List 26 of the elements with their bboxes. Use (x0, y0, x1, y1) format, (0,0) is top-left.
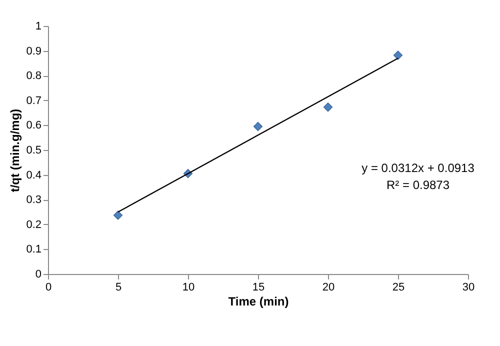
annotation: y = 0.0312x + 0.0913 (362, 161, 475, 175)
y-axis-title: t/qt (min.g/mg) (8, 108, 22, 192)
y-tick-label: 0 (35, 268, 42, 280)
x-axis-title: Time (min) (228, 294, 289, 308)
x-tick-label: 15 (252, 282, 265, 294)
y-tick-label: 0.7 (26, 94, 42, 107)
x-tick-label: 30 (462, 282, 475, 294)
y-tick-label: 0.1 (26, 244, 42, 256)
x-tick-label: 0 (45, 282, 52, 294)
y-tick-label: 0.6 (26, 120, 42, 132)
y-tick-label: 0.3 (26, 194, 42, 206)
point (323, 102, 333, 112)
y-tick-label: 1 (35, 20, 42, 32)
y-tick-label: 0.9 (26, 45, 42, 58)
y-tick-label: 0.2 (26, 218, 42, 231)
x-tick-label: 20 (322, 282, 335, 294)
annotation: R² = 0.9873 (386, 178, 450, 192)
y-tick-label: 0.4 (26, 169, 42, 182)
x-tick-label: 25 (392, 282, 405, 294)
y-tick-label: 0.5 (26, 144, 42, 156)
point (253, 122, 263, 132)
point (113, 210, 123, 220)
y-tick-label: 0.8 (26, 70, 42, 82)
point (393, 50, 403, 60)
x-tick-label: 10 (182, 282, 195, 294)
x-tick-label: 5 (115, 282, 122, 294)
